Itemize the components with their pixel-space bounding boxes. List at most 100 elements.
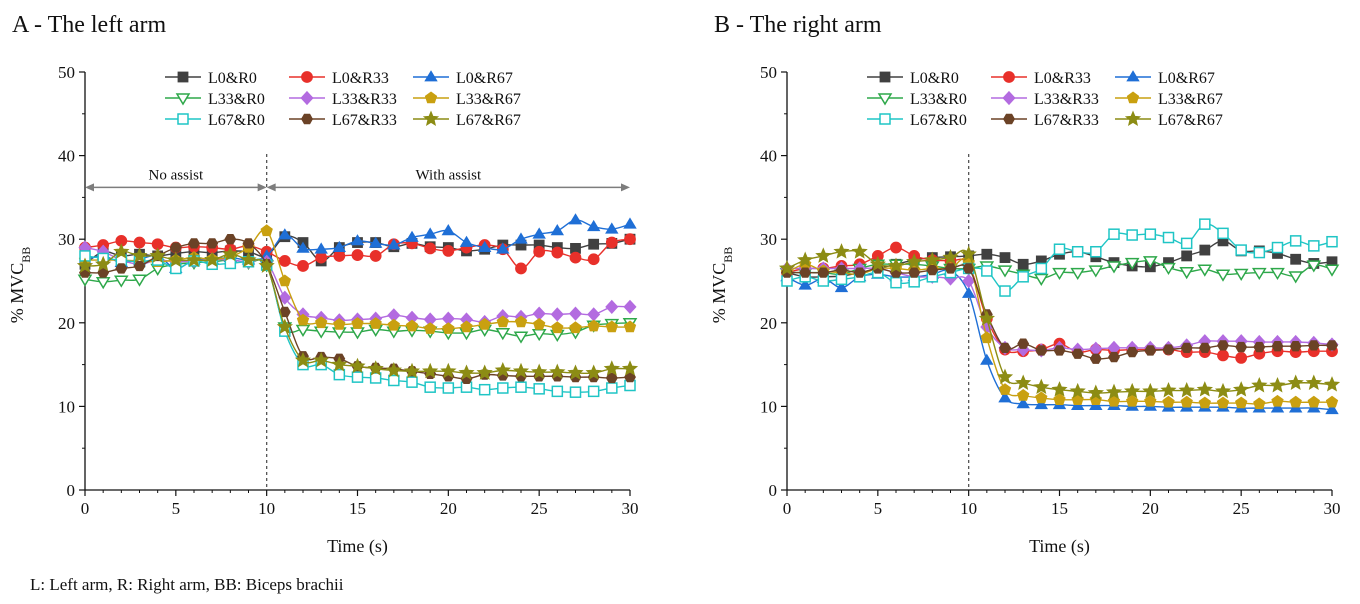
chart-b-y-axis-label: % MVCBB xyxy=(709,247,735,324)
chart-b-data-point xyxy=(1325,395,1339,408)
no-assist-label: No assist xyxy=(149,167,204,183)
chart-a-data-point xyxy=(568,306,583,321)
chart-b-data-point xyxy=(1308,240,1320,252)
chart-a-legend-label: L0&R67 xyxy=(456,70,513,87)
chart-b-data-point xyxy=(869,255,886,272)
chart-b-data-point xyxy=(1198,342,1211,354)
chart-b-data-point xyxy=(980,353,994,365)
chart-a-data-point xyxy=(531,363,548,380)
chart-b-data-point xyxy=(1181,250,1193,262)
no-assist-arrow-left-head xyxy=(85,183,94,192)
chart-a-data-point xyxy=(369,317,382,329)
chart-a-legend-marker xyxy=(424,70,438,82)
chart-b-legend-marker xyxy=(879,71,891,83)
chart-b-data-point xyxy=(1160,381,1177,398)
chart-a-data-point xyxy=(423,227,437,239)
chart-b-data-point xyxy=(1305,374,1323,390)
chart-b-data-point xyxy=(1017,271,1029,283)
chart-a-data-point xyxy=(603,360,620,376)
chart-b-data-point xyxy=(1269,376,1286,393)
chart-a-legend-label: L67&R0 xyxy=(208,112,265,129)
chart-a-data-point xyxy=(406,376,418,388)
chart-b-data-point xyxy=(1289,340,1302,352)
chart-a-data-point xyxy=(533,245,546,258)
chart-b-data-point xyxy=(1198,396,1211,409)
chart-b-data-point xyxy=(1235,244,1247,256)
chart-b-x-tick-label: 5 xyxy=(874,499,883,518)
chart-a-legend-label: L0&R33 xyxy=(332,70,389,87)
chart-b-data-point xyxy=(887,257,905,273)
chart-b-y-tick-label: 30 xyxy=(760,230,777,249)
chart-a-data-point xyxy=(95,255,112,272)
chart-a-data-point xyxy=(258,257,275,273)
chart-a-data-point xyxy=(551,246,564,259)
chart-b-data-point xyxy=(1126,346,1139,358)
chart-b-legend-marker xyxy=(1126,70,1140,82)
chart-a-data-point xyxy=(605,299,619,314)
chart-a-data-point xyxy=(242,238,255,249)
chart-b-y-tick-label: 10 xyxy=(760,397,777,416)
chart-b-data-point xyxy=(997,265,1013,278)
chart-a-legend-marker xyxy=(301,71,313,83)
chart-b-data-point xyxy=(817,267,830,278)
chart-a-data-point xyxy=(551,385,564,398)
chart-b-legend-label: L33&R33 xyxy=(1034,91,1099,108)
chart-b-data-point xyxy=(835,273,848,286)
chart-a-data-point xyxy=(624,233,636,246)
chart-b-data-point xyxy=(1162,344,1175,355)
chart-a-data-point xyxy=(278,306,291,318)
chart-b-legend-marker xyxy=(1126,91,1140,104)
chart-b-data-point xyxy=(833,243,850,259)
chart-b-data-point xyxy=(1180,395,1193,408)
chart-a-legend-label: L0&R0 xyxy=(208,70,257,87)
chart-b-x-tick-label: 15 xyxy=(1051,499,1068,518)
chart-b-data-point xyxy=(890,241,902,254)
chart-a-legend-label: L33&R0 xyxy=(208,91,265,108)
chart-a-data-point xyxy=(240,251,257,268)
chart-a-y-axis-label: % MVCBB xyxy=(7,247,33,324)
chart-b-data-point xyxy=(1017,338,1030,349)
chart-b-data-point xyxy=(906,253,923,269)
chart-b-legend-label: L0&R67 xyxy=(1158,70,1215,87)
chart-b-series-l67-r67 xyxy=(778,243,1341,400)
chart-a-data-point xyxy=(333,250,346,262)
chart-a-data-point xyxy=(532,227,546,239)
chart-a-data-point xyxy=(588,238,600,250)
chart-b-data-point xyxy=(1089,353,1102,364)
chart-a-data-point xyxy=(351,317,364,329)
chart-a-series-l67-r67 xyxy=(76,243,639,380)
chart-a-y-tick-label: 0 xyxy=(67,481,76,500)
chart-b-data-point xyxy=(1307,340,1320,351)
chart-a-data-point xyxy=(477,240,492,253)
chart-b-data-point xyxy=(1053,393,1066,406)
chart-b-data-point xyxy=(962,273,976,289)
chart-b-data-point xyxy=(981,265,993,277)
chart-a-data-point xyxy=(424,242,437,255)
chart-a-data-point xyxy=(569,251,582,264)
chart-b-data-point xyxy=(1253,341,1266,353)
chart-b-data-point xyxy=(1326,235,1338,248)
chart-b-data-point xyxy=(1069,382,1086,399)
chart-b-data-point xyxy=(1214,382,1232,399)
chart-a-data-point xyxy=(278,290,292,305)
chart-a-data-point xyxy=(350,234,365,246)
chart-b-data-point xyxy=(1235,341,1248,353)
chart-b-data-point xyxy=(1196,381,1213,397)
chart-a-data-point xyxy=(551,321,564,334)
chart-a-x-axis-label: Time (s) xyxy=(327,536,388,557)
chart-b-data-point xyxy=(1108,228,1120,240)
chart-a-data-point xyxy=(313,326,329,339)
chart-a-legend-label: L67&R33 xyxy=(332,112,397,129)
chart-a-data-point xyxy=(113,243,130,259)
chart-a-data-point xyxy=(149,247,166,263)
chart-a-data-point xyxy=(424,381,436,393)
chart-a-data-point xyxy=(623,320,637,333)
chart-a-data-point xyxy=(568,213,583,225)
chart-b-data-point xyxy=(1051,381,1068,397)
chart-b-data-point xyxy=(999,252,1011,263)
chart-a-data-point xyxy=(494,361,511,378)
chart-b-data-point xyxy=(926,264,939,276)
chart-a-legend-marker xyxy=(177,113,189,125)
chart-b: 0 5 10 15 20 25 30 0 10 20 30 40 50 Time (s) % MVCBB L0… xyxy=(709,63,1341,557)
chart-b-data-point xyxy=(796,251,814,268)
